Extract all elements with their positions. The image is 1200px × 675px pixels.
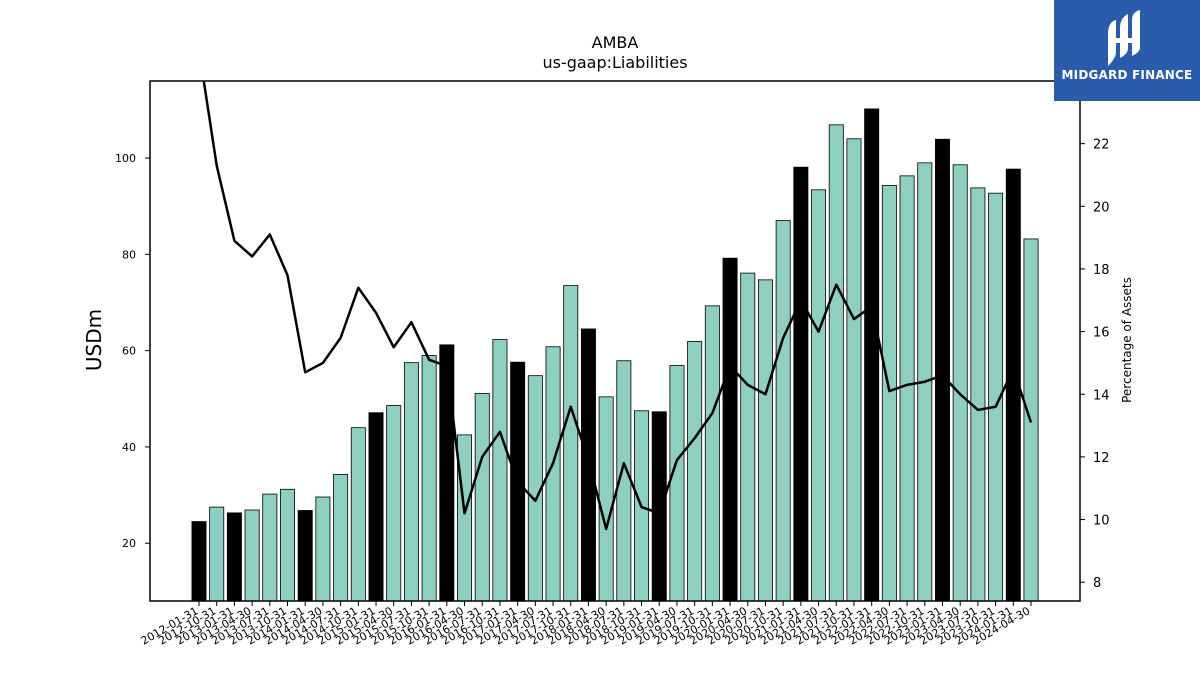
y-tick-label-40: 40	[122, 441, 136, 454]
y2-tick-label-16: 16	[1093, 326, 1110, 341]
bar-2020-01-31	[722, 257, 738, 602]
y2-tick-label-14: 14	[1093, 388, 1110, 403]
bar-2016-01-31	[439, 344, 455, 602]
percentage-line	[202, 81, 1033, 531]
y2-tick-label-12: 12	[1093, 451, 1110, 466]
y-axis-left: 20 40 60 80 100	[115, 152, 150, 550]
bar-2015-04-30	[386, 405, 402, 602]
y2-tick-label-8: 8	[1093, 576, 1101, 591]
y2-axis-label: Percentage of Assets	[1120, 277, 1134, 403]
bar-2021-07-31	[828, 124, 844, 602]
chart-subtitle: us-gaap:Liabilities	[542, 53, 688, 72]
bar-2016-10-31	[492, 339, 508, 602]
bar-2021-10-31	[846, 138, 862, 602]
bar-2015-10-31	[421, 355, 437, 602]
y-tick-label-60: 60	[122, 345, 136, 358]
bars-layer	[191, 108, 1039, 602]
bar-2023-04-30	[952, 164, 968, 602]
bar-2015-07-31	[403, 362, 419, 602]
x-axis: 2012-01-312012-10-312013-01-312013-04-30…	[139, 601, 1033, 648]
bar-2014-10-31	[350, 427, 366, 602]
bar-2015-01-31	[368, 412, 384, 602]
y2-tick-label-18: 18	[1093, 263, 1110, 278]
bar-2016-07-31	[474, 393, 490, 602]
plot-frame	[149, 80, 1081, 602]
y-tick-label-100: 100	[115, 152, 136, 165]
bar-2023-07-31	[970, 187, 986, 602]
bar-2020-10-31	[775, 220, 791, 602]
midgard-finance-logo: MIDGARD FINANCE	[1054, 0, 1200, 101]
bar-2020-04-30	[740, 272, 756, 602]
bar-2019-10-31	[704, 305, 720, 602]
y2-tick-label-20: 20	[1093, 200, 1110, 215]
bar-2022-07-31	[899, 175, 915, 602]
bar-2021-04-30	[811, 189, 827, 602]
bar-2017-10-31	[563, 285, 579, 602]
bar-2019-01-31	[651, 411, 667, 602]
bar-2019-07-31	[687, 341, 703, 602]
bar-2023-01-31	[935, 138, 950, 602]
bar-2013-04-30	[244, 509, 260, 602]
bar-2012-10-31	[209, 506, 225, 602]
bar-2020-07-31	[757, 279, 773, 602]
y-tick-label-80: 80	[122, 248, 136, 261]
bar-2013-10-31	[280, 488, 295, 602]
bar-2018-04-30	[598, 396, 614, 602]
y2-tick-label-10: 10	[1093, 514, 1110, 529]
bar-2013-01-31	[226, 512, 242, 602]
bar-2013-07-31	[262, 493, 278, 602]
y-tick-label-20: 20	[122, 537, 136, 550]
bar-2014-04-30	[315, 496, 331, 602]
y-axis-label: USDm	[82, 308, 106, 372]
logo-mark-icon	[1108, 10, 1140, 66]
bar-2014-07-31	[333, 473, 349, 602]
line-layer	[202, 81, 1033, 531]
bar-2012-01-31	[191, 521, 207, 602]
y2-tick-label-22: 22	[1093, 138, 1110, 153]
bar-2022-01-31	[864, 108, 880, 602]
bar-2016-04-30	[457, 434, 473, 602]
bar-2021-01-31	[793, 166, 809, 602]
logo-text: MIDGARD FINANCE	[1061, 68, 1193, 82]
y-axis-right: 8 10 12 14 16 18 20 22	[1080, 138, 1110, 591]
bar-2022-04-30	[881, 185, 897, 602]
bar-2019-04-30	[669, 365, 685, 602]
chart-title: AMBA	[591, 33, 639, 52]
bar-2014-01-31	[297, 510, 313, 602]
